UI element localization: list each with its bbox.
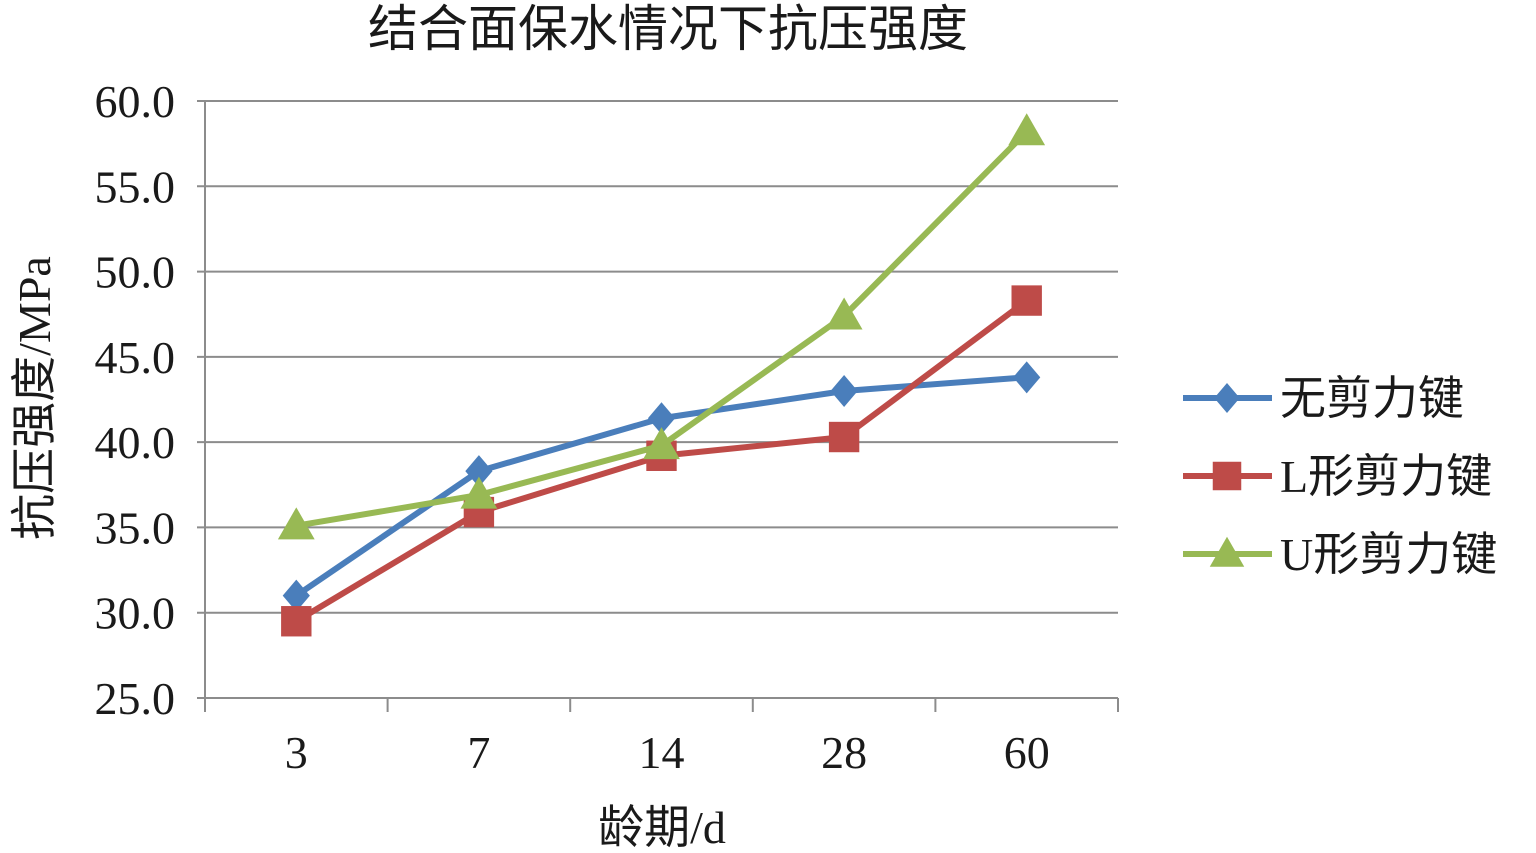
y-tick-label: 45.0 [95, 332, 176, 383]
x-tick-label: 60 [1004, 727, 1050, 778]
y-tick-label: 30.0 [95, 588, 176, 639]
y-axis-label: 抗压强度/MPa [9, 256, 60, 540]
data-point-square [281, 606, 312, 637]
data-point-diamond [465, 455, 493, 488]
legend-label: U形剪力键 [1280, 529, 1497, 580]
data-point-triangle [277, 507, 315, 540]
data-point-diamond [647, 402, 676, 435]
legend-item: L形剪力键 [1183, 451, 1492, 502]
y-tick-label: 50.0 [95, 247, 176, 298]
data-point-triangle [460, 476, 498, 509]
series-lines [277, 113, 1046, 637]
y-tick-labels: 25.0 30.0 35.0 40.0 45.0 50.0 55.0 60.0 [95, 76, 176, 724]
x-tick-label: 28 [821, 727, 867, 778]
legend: 无剪力键 L形剪力键 U形剪力键 [1183, 373, 1497, 580]
data-point-triangle [1008, 113, 1046, 146]
gridlines [197, 100, 1118, 699]
data-point-triangle [825, 297, 863, 330]
data-point-square [1212, 461, 1242, 491]
x-tick-label: 3 [285, 727, 308, 778]
legend-item: U形剪力键 [1183, 529, 1497, 580]
data-point-triangle [643, 427, 680, 460]
series-square [281, 285, 1042, 637]
data-point-triangle [1209, 536, 1245, 567]
series-triangle [277, 113, 1046, 540]
y-tick-label: 25.0 [95, 673, 176, 724]
x-tick-label: 14 [639, 727, 685, 778]
data-point-square [1011, 285, 1042, 316]
data-point-diamond [1013, 361, 1041, 394]
series-diamond [282, 361, 1041, 612]
y-tick-label: 40.0 [95, 417, 176, 468]
axes [204, 101, 1119, 712]
y-tick-label: 35.0 [95, 502, 176, 553]
x-tick-labels: 3 7 14 28 60 [285, 727, 1050, 778]
data-point-square [828, 421, 860, 453]
legend-label: L形剪力键 [1280, 451, 1492, 502]
data-point-diamond [282, 579, 310, 612]
x-axis-label: 龄期/d [598, 802, 726, 853]
legend-label: 无剪力键 [1280, 373, 1464, 424]
chart-title: 结合面保水情况下抗压强度 [368, 1, 968, 57]
data-point-diamond [830, 374, 858, 407]
legend-item: 无剪力键 [1183, 373, 1464, 424]
data-point-diamond [1214, 383, 1240, 413]
y-tick-label: 55.0 [95, 161, 176, 212]
y-tick-label: 60.0 [95, 76, 176, 127]
x-tick-label: 7 [467, 727, 490, 778]
